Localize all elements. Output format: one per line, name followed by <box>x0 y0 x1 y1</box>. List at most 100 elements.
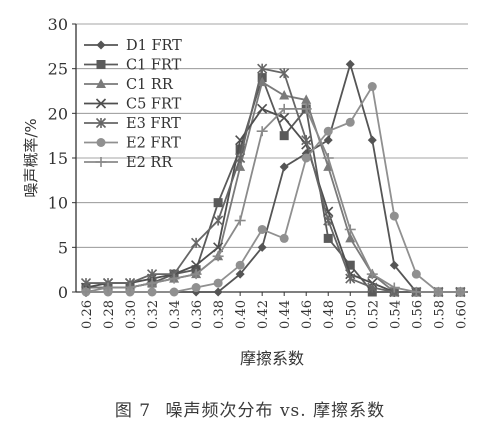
legend-marker <box>95 117 107 129</box>
data-point <box>322 153 334 163</box>
data-point <box>345 260 355 270</box>
data-point <box>279 131 289 141</box>
x-tick-label: 0.54 <box>388 300 403 329</box>
data-point <box>257 224 267 234</box>
data-point <box>213 278 223 288</box>
x-tick-label: 0.46 <box>300 300 315 329</box>
data-point <box>279 89 290 100</box>
data-point <box>256 126 268 137</box>
legend-label: D1 FRT <box>126 38 182 54</box>
figure-label: 图 7 <box>114 401 152 421</box>
x-tick-label: 0.36 <box>190 300 205 329</box>
data-point <box>168 273 180 284</box>
x-axis-title: 摩擦系数 <box>240 349 304 368</box>
data-point <box>146 269 158 280</box>
data-point <box>345 273 356 284</box>
x-tick-label: 0.32 <box>146 300 161 329</box>
data-point <box>301 94 312 104</box>
data-point <box>257 76 268 87</box>
data-point <box>389 211 399 221</box>
series-line <box>86 67 461 293</box>
data-point <box>388 282 400 293</box>
data-point <box>279 162 289 172</box>
data-point <box>279 68 290 79</box>
data-point <box>235 269 245 279</box>
data-point <box>235 144 245 154</box>
data-point <box>323 135 333 145</box>
data-point <box>212 251 224 262</box>
data-point <box>257 103 268 114</box>
x-tick-label: 0.48 <box>322 300 337 329</box>
data-point <box>191 260 202 271</box>
data-point <box>323 233 333 243</box>
data-point <box>235 161 246 171</box>
data-point <box>279 233 289 243</box>
legend-label: C1 FRT <box>126 58 182 74</box>
series-d1-frt <box>81 59 465 297</box>
data-point <box>235 152 246 164</box>
legend-marker <box>96 60 106 69</box>
data-point <box>366 269 378 280</box>
x-tick-label: 0.30 <box>124 300 139 329</box>
data-point <box>234 215 246 226</box>
data-point <box>454 287 466 297</box>
data-point <box>279 112 290 123</box>
x-tick-label: 0.40 <box>234 300 249 329</box>
x-tick-label: 0.34 <box>168 300 183 329</box>
x-tick-label: 0.58 <box>432 300 447 329</box>
x-tick-label: 0.50 <box>344 300 359 329</box>
data-point <box>367 82 377 92</box>
legend-label: C1 RR <box>126 77 174 93</box>
legend-marker <box>95 157 107 167</box>
series-e2-rr <box>80 103 466 297</box>
data-point <box>190 269 202 280</box>
x-tick-label: 0.60 <box>454 300 469 329</box>
legend-label: C5 FRT <box>126 97 182 113</box>
data-point <box>146 278 158 289</box>
legend-marker <box>96 40 106 50</box>
data-point <box>213 287 223 297</box>
data-point <box>235 260 245 270</box>
y-tick-label: 15 <box>48 149 68 168</box>
legend-label: E2 FRT <box>126 136 181 152</box>
data-point <box>432 287 444 297</box>
data-point <box>257 242 267 252</box>
data-point <box>345 117 355 127</box>
legend-marker <box>96 78 106 88</box>
x-tick-label: 0.42 <box>256 300 271 329</box>
data-point <box>80 278 92 289</box>
data-point <box>191 237 202 248</box>
data-point <box>147 287 157 297</box>
y-tick-label: 0 <box>58 283 68 302</box>
x-tick-label: 0.38 <box>212 300 227 329</box>
y-tick-label: 30 <box>48 15 68 34</box>
data-point <box>345 232 356 243</box>
data-point <box>213 198 223 208</box>
figure-caption: 图 7 噪声频次分布 vs. 摩擦系数 <box>0 396 500 421</box>
x-tick-label: 0.52 <box>366 300 381 329</box>
data-point <box>410 287 422 297</box>
legend-label: E3 FRT <box>126 116 181 132</box>
data-point <box>367 135 377 145</box>
y-tick-label: 25 <box>48 60 68 79</box>
data-point <box>102 282 114 293</box>
data-point <box>323 126 333 136</box>
data-point <box>300 103 312 114</box>
y-tick-label: 5 <box>58 238 68 257</box>
legend-marker <box>95 98 107 109</box>
x-tick-label: 0.26 <box>80 300 95 329</box>
y-axis-title: 噪声概率/% <box>22 118 40 197</box>
data-point <box>411 269 421 279</box>
data-point <box>323 215 334 226</box>
x-tick-label: 0.28 <box>102 300 117 329</box>
x-tick-label: 0.56 <box>410 300 425 329</box>
y-tick-label: 10 <box>48 194 68 213</box>
series-c5-frt <box>80 103 466 298</box>
data-point <box>389 260 399 270</box>
data-point <box>344 224 356 235</box>
data-point <box>80 287 92 297</box>
data-point <box>124 282 136 293</box>
series-e3-frt <box>80 63 466 298</box>
data-point <box>213 215 224 226</box>
